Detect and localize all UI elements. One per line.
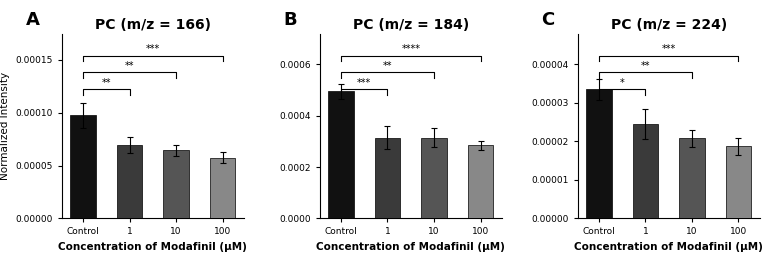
Bar — [210, 158, 236, 218]
Bar — [468, 145, 494, 218]
Bar — [328, 91, 353, 218]
Text: ***: *** — [146, 44, 160, 54]
Bar — [164, 150, 189, 218]
Text: *: * — [620, 78, 625, 88]
Bar — [725, 146, 751, 218]
Text: **: ** — [383, 61, 392, 71]
Text: **: ** — [125, 61, 134, 71]
X-axis label: Concentration of Modafinil (μM): Concentration of Modafinil (μM) — [316, 242, 505, 252]
Title: PC (m/z = 166): PC (m/z = 166) — [95, 18, 211, 32]
Text: ***: *** — [662, 44, 676, 54]
Y-axis label: Normalized Intensity: Normalized Intensity — [0, 72, 10, 180]
Bar — [422, 137, 447, 218]
Text: ****: **** — [401, 44, 420, 54]
X-axis label: Concentration of Modafinil (μM): Concentration of Modafinil (μM) — [58, 242, 247, 252]
Text: ***: *** — [357, 78, 371, 88]
Text: **: ** — [641, 61, 650, 71]
Text: B: B — [284, 11, 298, 29]
Text: A: A — [26, 11, 40, 29]
Bar — [374, 137, 400, 218]
Text: **: ** — [102, 78, 111, 88]
Title: PC (m/z = 224): PC (m/z = 224) — [611, 18, 727, 32]
Text: C: C — [542, 11, 555, 29]
Bar — [117, 145, 143, 218]
X-axis label: Concentration of Modafinil (μM): Concentration of Modafinil (μM) — [574, 242, 763, 252]
Title: PC (m/z = 184): PC (m/z = 184) — [353, 18, 469, 32]
Bar — [586, 89, 611, 218]
Bar — [71, 115, 96, 218]
Bar — [679, 138, 704, 218]
Bar — [632, 124, 658, 218]
